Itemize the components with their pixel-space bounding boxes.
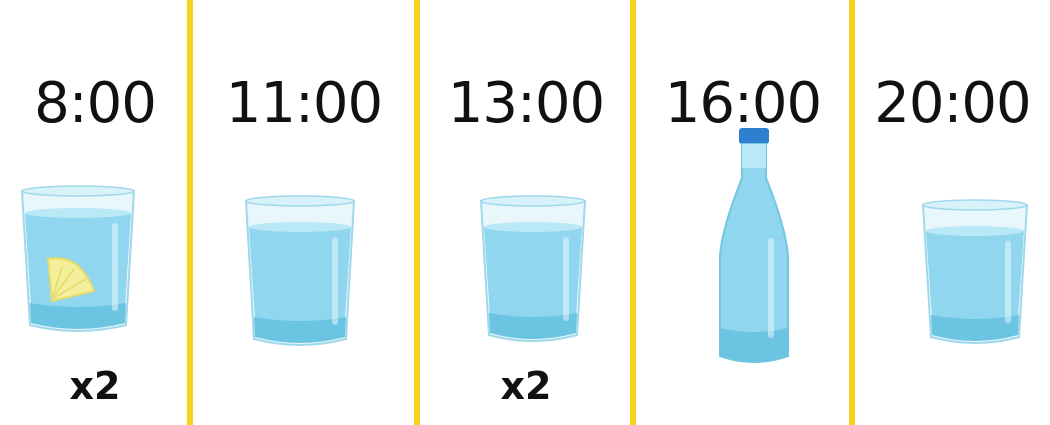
- panel-divider: [414, 0, 420, 425]
- panel-divider: [849, 0, 855, 425]
- time-label: 11:00: [225, 71, 383, 136]
- time-label: 20:00: [874, 71, 1031, 136]
- schedule-panel-3: 13:00 x2: [420, 0, 632, 425]
- schedule-panel-2: 11:00: [193, 0, 415, 425]
- glass-with-lemon-icon: [20, 185, 136, 332]
- time-label: 16:00: [664, 71, 822, 136]
- panel-divider: [630, 0, 636, 425]
- water-bottle-icon: [719, 128, 789, 363]
- time-label: 8:00: [34, 71, 157, 136]
- schedule-panel-1: 8:00 x2: [0, 0, 190, 425]
- serving-count: x2: [500, 364, 552, 408]
- time-label: 13:00: [447, 71, 605, 136]
- water-glass-icon: [244, 195, 356, 346]
- schedule-panel-4: 16:00: [636, 0, 850, 425]
- water-glass-icon: [921, 199, 1029, 344]
- serving-count: x2: [69, 364, 121, 408]
- panel-divider: [187, 0, 193, 425]
- schedule-panel-5: 20:00: [855, 0, 1050, 425]
- water-glass-icon: [479, 195, 587, 342]
